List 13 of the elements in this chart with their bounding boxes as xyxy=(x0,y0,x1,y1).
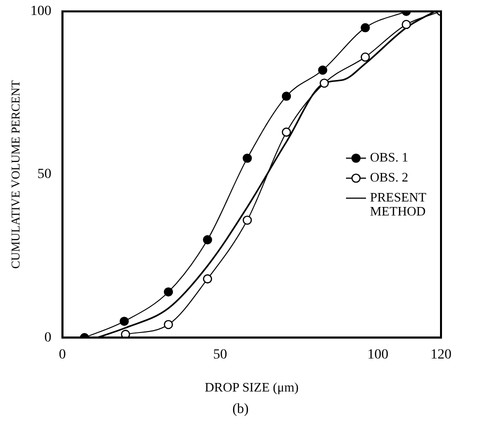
x-tick-label: 0 xyxy=(58,348,66,363)
x-tick-label: 50 xyxy=(213,348,228,363)
legend-label: PRESENT METHOD xyxy=(370,190,426,219)
text: (b) xyxy=(231,402,250,418)
x-tick-label: 120 xyxy=(430,348,452,363)
y-tick-label: 0 xyxy=(44,330,52,346)
x-tick-label: 100 xyxy=(367,348,388,363)
y-axis-title: CUMULATIVE VOLUME PERCENT xyxy=(8,80,22,269)
y-tick-label: 100 xyxy=(30,4,52,20)
y-tick-label: 50 xyxy=(37,167,52,182)
legend-label: OBS. 2 xyxy=(370,170,408,185)
x-axis-title: DROP SIZE (μm) xyxy=(204,380,299,395)
legend-label: OBS. 1 xyxy=(370,150,408,165)
